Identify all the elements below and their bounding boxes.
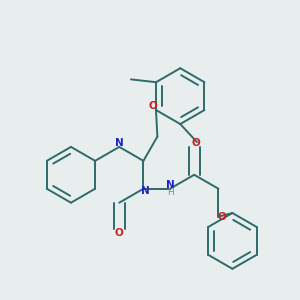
Text: N: N — [141, 186, 149, 196]
Text: O: O — [148, 101, 157, 111]
Text: N: N — [166, 180, 175, 190]
Text: O: O — [115, 228, 124, 238]
Text: H: H — [167, 188, 174, 197]
Text: O: O — [191, 138, 200, 148]
Text: N: N — [115, 138, 124, 148]
Text: O: O — [218, 212, 226, 222]
